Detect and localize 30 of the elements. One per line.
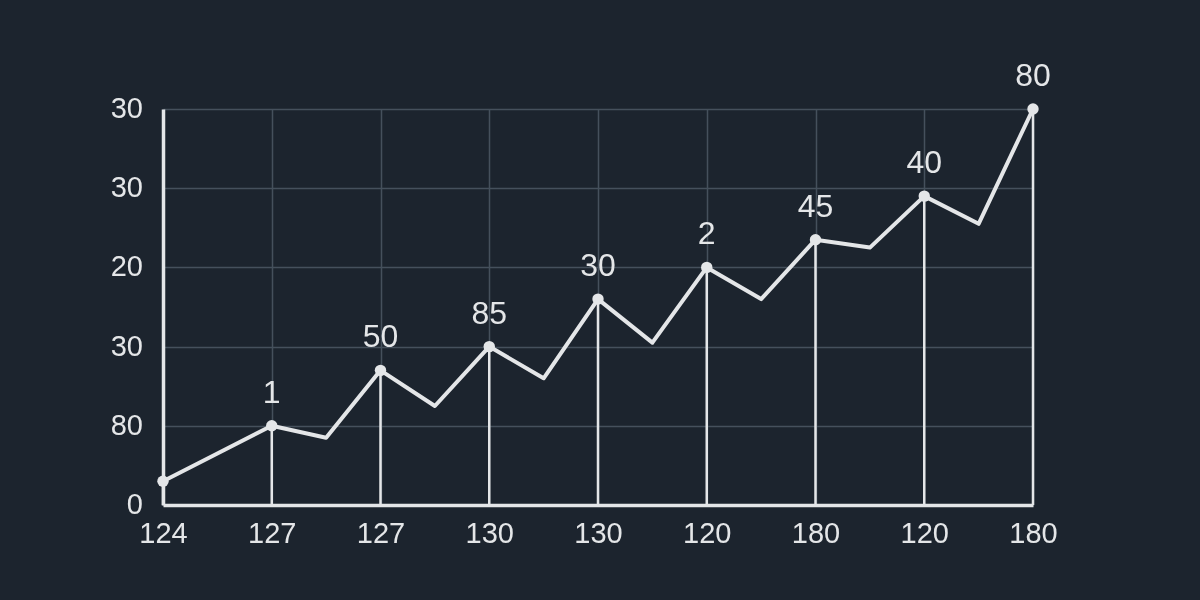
x-tick-label: 130 (465, 516, 514, 549)
annotation: 1 (262, 373, 281, 410)
x-tick-label: 120 (900, 516, 949, 549)
x-tick-label: 127 (248, 516, 297, 549)
point (701, 261, 713, 274)
text: 30 (110, 171, 143, 204)
x-tick-label: 180 (1009, 516, 1058, 549)
text: 30 (110, 92, 143, 124)
annotation: 80 (1015, 57, 1051, 93)
annotation: 85 (471, 294, 508, 331)
annotation: 50 (362, 318, 399, 355)
text: 20 (110, 250, 143, 283)
annotation: 40 (906, 144, 943, 181)
point (809, 233, 822, 246)
x-tick-label: 127 (356, 516, 406, 549)
x-tick-label: 130 (574, 516, 623, 549)
point (266, 420, 278, 432)
x-tick-label: 180 (791, 516, 841, 549)
point (157, 475, 169, 487)
x-tick-label: 120 (683, 516, 732, 549)
point (1027, 103, 1039, 115)
text: 80 (110, 408, 143, 441)
point (918, 190, 930, 202)
annotation: 30 (580, 247, 616, 284)
point (374, 364, 387, 377)
point (592, 293, 604, 305)
annotation: 45 (797, 187, 834, 224)
point (483, 340, 495, 353)
annotation: 2 (697, 215, 716, 252)
text: 30 (110, 329, 143, 362)
